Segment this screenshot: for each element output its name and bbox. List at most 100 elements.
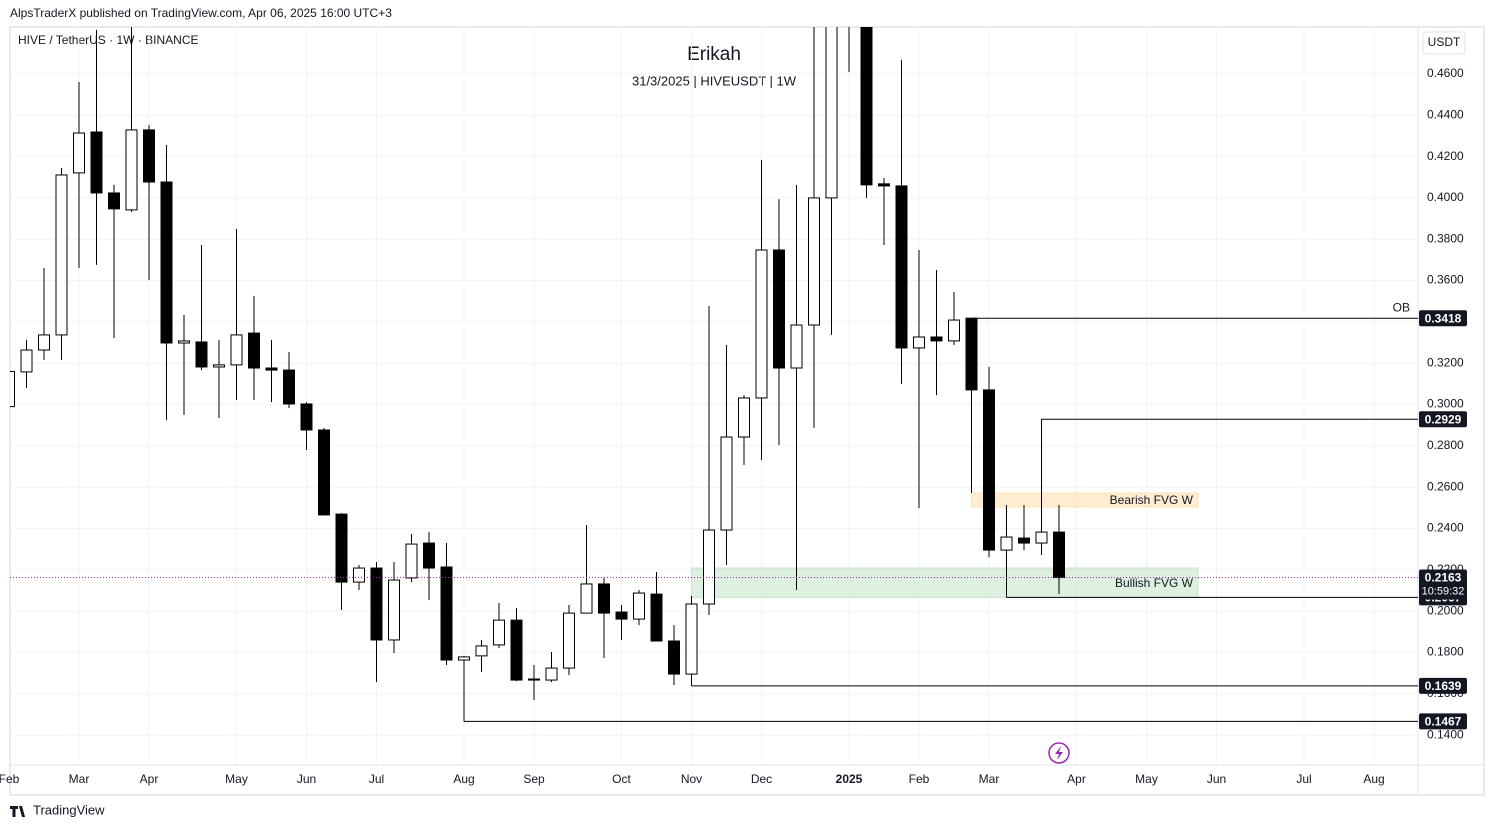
candle-body [1018,537,1030,544]
y-tick-label: 0.2800 [1427,438,1464,452]
x-tick-label: 2025 [836,772,863,786]
y-tick-label: 0.3600 [1427,273,1464,287]
candle-body [335,513,348,583]
x-tick-label: May [1135,772,1158,786]
y-tick-label: 0.1400 [1427,727,1464,741]
candle-body [248,332,260,369]
chart-title: Erikah [687,44,741,65]
x-tick-label: Sep [523,772,545,786]
candle-body [685,603,698,675]
candle-body [773,249,785,369]
candle-body [563,612,575,669]
x-tick-label: Feb [0,772,20,786]
candle-body [108,192,120,210]
x-tick-label: Jul [1296,772,1311,786]
last-price-box [1419,569,1467,600]
level-price-box [1419,310,1467,327]
level-annotation: OB [1393,300,1410,314]
candle-body [615,611,628,620]
x-tick-label: Dec [751,772,772,786]
currency[interactable]: USDT [1428,35,1461,49]
level-price-box [1419,411,1467,428]
candle-body [1053,531,1065,579]
candle-body [388,579,400,641]
x-tick-label: Apr [140,772,159,786]
candle-body [895,185,908,349]
level-price-box [1419,713,1467,730]
candle-body [423,542,435,569]
candle-body [440,566,453,661]
currency-box[interactable] [1422,31,1466,55]
x-tick-label: Nov [681,772,702,786]
candle-body [738,397,750,438]
y-tick-label: 0.2000 [1427,603,1464,617]
candle-body [668,640,680,675]
plot-area: Bearish FVG W Bullish FVG W [10,27,1418,765]
candle-body [720,436,733,531]
candle-body [160,181,173,344]
x-tick-label: Jun [297,772,316,786]
candle-body [143,129,155,183]
x-tick-label: Feb [909,772,930,786]
level-price: 0.1639 [1425,679,1462,693]
y-tick-label: 0.4400 [1427,107,1464,121]
x-tick-label: Mar [69,772,90,786]
candle-body [38,334,50,351]
candle-body [1000,536,1013,551]
x-tick-label: Aug [453,772,474,786]
candle-body [55,174,68,336]
candle-body [860,27,873,186]
candle-body [790,324,803,369]
candle-body [965,317,978,391]
candle-body [878,183,890,187]
candle-body [633,592,645,620]
candle-body [10,371,15,408]
candle-body [1035,531,1048,544]
x-tick-label: May [225,772,248,786]
fvg-zone [971,492,1199,508]
candle-body [90,131,103,194]
candle-body [195,341,208,368]
candle-body [580,583,593,614]
y-tick-label: 0.4600 [1427,66,1464,80]
candle-body [353,567,365,583]
symbol: HIVE / TetherUS · 1W · BINANCE [18,33,199,47]
candle-body [20,349,33,373]
candle-body [930,336,943,342]
candle-body [650,593,663,642]
y-tick-label: 0.3200 [1427,355,1464,369]
candle-body [73,132,85,174]
x-tick-label: Jul [369,772,384,786]
candle-body [405,543,418,579]
candle-body [300,403,313,431]
candle-body [825,27,838,199]
x-tick-label: Jun [1207,772,1226,786]
candle-body [755,249,768,399]
fvg-label: Bearish FVG W [1110,493,1194,507]
candle-body [265,367,278,371]
fvg-zone [691,567,1199,598]
candle-body [178,340,190,344]
y-tick-label: 0.2400 [1427,521,1464,535]
candle-body [318,429,330,516]
candle-body [545,667,558,681]
candle-body [213,364,225,368]
published-line: AlpsTraderX published on TradingView.com… [10,6,392,20]
x-tick-label: Mar [979,772,1000,786]
x-tick-label: Oct [612,772,631,786]
y-tick-label: 0.4200 [1427,149,1464,163]
y-tick-label: 0.4000 [1427,190,1464,204]
countdown: 10:59:32 [1422,585,1465,597]
candle-body [370,567,383,641]
level-price: 0.1467 [1425,715,1462,729]
chart-subtitle: 31/3/2025 | HIVEUSDT | 1W [632,73,797,88]
fvg-label: Bullish FVG W [1115,576,1194,590]
brand: TradingView [33,802,105,817]
candle-body [230,334,243,366]
x-tick-label: Aug [1363,772,1384,786]
candle-body [475,645,488,657]
level-price: 0.2929 [1425,412,1462,426]
candle-body [808,197,820,326]
